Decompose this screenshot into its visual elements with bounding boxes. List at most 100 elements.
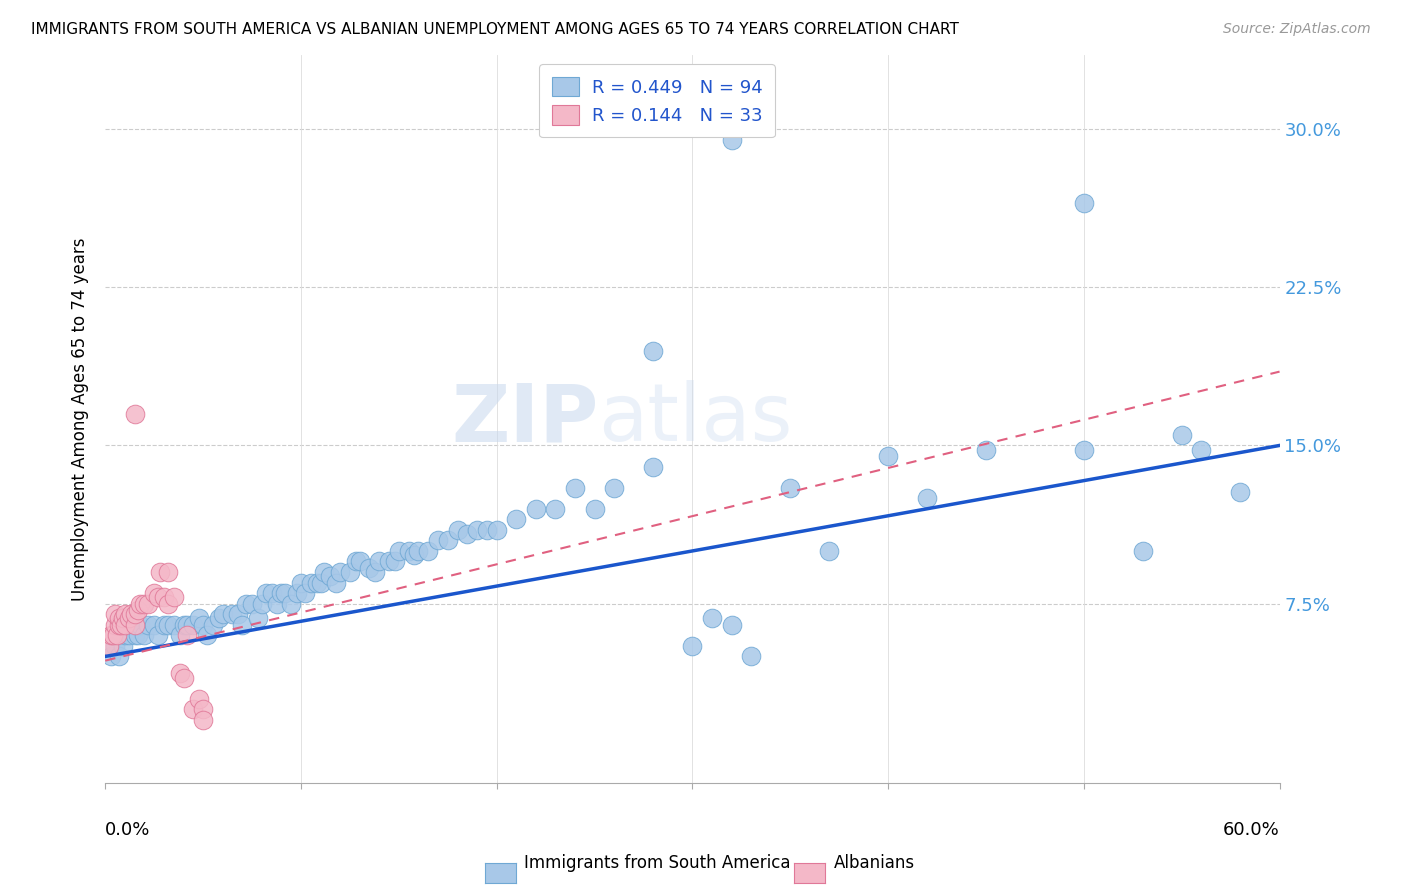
Point — [111, 639, 134, 653]
Point — [349, 554, 371, 568]
Point — [260, 586, 283, 600]
Point — [98, 639, 121, 653]
Point — [124, 617, 146, 632]
Point — [226, 607, 249, 622]
Point — [456, 527, 478, 541]
Point — [191, 702, 214, 716]
Point — [195, 628, 218, 642]
Point — [127, 628, 149, 642]
Point — [485, 523, 508, 537]
Point — [720, 617, 742, 632]
Point — [305, 575, 328, 590]
Point — [398, 544, 420, 558]
Point — [110, 617, 132, 632]
Point — [105, 628, 128, 642]
Text: 0.0%: 0.0% — [105, 821, 150, 839]
Point — [221, 607, 243, 622]
Point — [118, 628, 141, 642]
Point — [1229, 484, 1251, 499]
Point — [720, 132, 742, 146]
Point — [176, 628, 198, 642]
Text: Albanians: Albanians — [834, 855, 915, 872]
Point — [134, 597, 156, 611]
Point — [681, 639, 703, 653]
Point — [181, 702, 204, 716]
Point — [1132, 544, 1154, 558]
Point — [110, 628, 132, 642]
Text: Immigrants from South America: Immigrants from South America — [524, 855, 792, 872]
Legend: R = 0.449   N = 94, R = 0.144   N = 33: R = 0.449 N = 94, R = 0.144 N = 33 — [540, 64, 775, 137]
Point — [156, 617, 179, 632]
Point — [176, 617, 198, 632]
Point — [266, 597, 288, 611]
Point — [100, 628, 122, 642]
Point — [408, 544, 430, 558]
Point — [231, 617, 253, 632]
Point — [104, 617, 127, 632]
Point — [143, 586, 166, 600]
Point — [104, 639, 127, 653]
Point — [240, 597, 263, 611]
Point — [163, 617, 186, 632]
Point — [124, 607, 146, 622]
Point — [114, 628, 136, 642]
Point — [378, 554, 401, 568]
Point — [169, 628, 191, 642]
Point — [104, 607, 127, 622]
Point — [325, 575, 347, 590]
Point — [134, 628, 156, 642]
Point — [603, 481, 626, 495]
Point — [294, 586, 316, 600]
Text: IMMIGRANTS FROM SOUTH AMERICA VS ALBANIAN UNEMPLOYMENT AMONG AGES 65 TO 74 YEARS: IMMIGRANTS FROM SOUTH AMERICA VS ALBANIA… — [31, 22, 959, 37]
Point — [404, 548, 426, 562]
Point — [740, 649, 762, 664]
Point — [101, 628, 124, 642]
Point — [181, 617, 204, 632]
Point — [426, 533, 449, 548]
Point — [329, 565, 352, 579]
Text: 60.0%: 60.0% — [1223, 821, 1279, 839]
Point — [211, 607, 233, 622]
Point — [108, 617, 131, 632]
Point — [1189, 442, 1212, 457]
Point — [129, 597, 152, 611]
Point — [100, 649, 122, 664]
Point — [191, 713, 214, 727]
Point — [364, 565, 387, 579]
Point — [149, 565, 172, 579]
Point — [1073, 195, 1095, 210]
Point — [111, 611, 134, 625]
Point — [146, 628, 169, 642]
Point — [583, 501, 606, 516]
Point — [191, 617, 214, 632]
Point — [505, 512, 527, 526]
Point — [436, 533, 458, 548]
Point — [344, 554, 367, 568]
Point — [643, 459, 665, 474]
Point — [173, 617, 195, 632]
Point — [877, 449, 900, 463]
Point — [108, 649, 131, 664]
Point — [169, 666, 191, 681]
Point — [136, 597, 159, 611]
Point — [319, 569, 342, 583]
Point — [368, 554, 391, 568]
Point — [643, 343, 665, 358]
Point — [524, 501, 547, 516]
Point — [188, 611, 211, 625]
Point — [475, 523, 498, 537]
Text: Source: ZipAtlas.com: Source: ZipAtlas.com — [1223, 22, 1371, 37]
Point — [208, 611, 231, 625]
Point — [564, 481, 586, 495]
Point — [156, 597, 179, 611]
Point — [280, 597, 302, 611]
Point — [118, 611, 141, 625]
Point — [108, 611, 131, 625]
Point — [465, 523, 488, 537]
Point — [120, 607, 142, 622]
Point — [388, 544, 411, 558]
Point — [285, 586, 308, 600]
Point — [299, 575, 322, 590]
Point — [129, 617, 152, 632]
Point — [114, 617, 136, 632]
